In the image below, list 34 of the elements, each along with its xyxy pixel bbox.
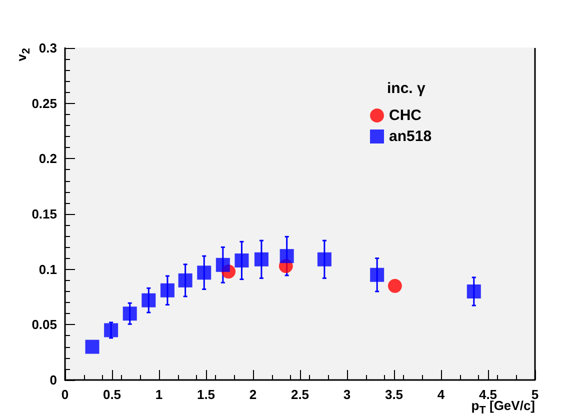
point <box>317 252 332 266</box>
x-tick-label: 1 <box>155 387 163 402</box>
point <box>178 273 192 288</box>
x-tick-label: 4 <box>437 387 446 402</box>
y-tick-label: 0.15 <box>32 206 57 222</box>
legend-label: CHC <box>389 107 422 124</box>
y-tick-label: 0 <box>50 372 57 388</box>
x-tick-label: 2 <box>249 387 257 402</box>
legend-title: inc. γ <box>387 80 426 97</box>
y-tick-label: 0.2 <box>38 151 57 166</box>
point <box>197 266 212 280</box>
point <box>388 278 402 293</box>
x-tick-label: 0 <box>61 387 69 402</box>
point <box>85 340 100 354</box>
point <box>234 253 249 268</box>
point <box>280 249 294 264</box>
point <box>122 306 137 321</box>
point <box>104 323 118 338</box>
y-tick-label: 0.3 <box>38 40 57 56</box>
point <box>466 284 481 298</box>
legend-label: an518 <box>389 128 432 145</box>
x-tick-label: 3.5 <box>384 387 404 402</box>
point <box>142 293 156 308</box>
point <box>216 258 230 272</box>
point <box>370 268 384 282</box>
x-tick-label: 3 <box>343 387 351 402</box>
point <box>160 283 174 298</box>
x-tick-label: 2.5 <box>290 387 310 402</box>
x-tick-label: 1.5 <box>196 387 216 402</box>
y-tick-label: 0.25 <box>32 96 57 111</box>
x-tick-label: 0.5 <box>102 387 122 402</box>
y-tick-label: 0.05 <box>32 317 57 332</box>
point <box>254 252 268 266</box>
y-tick-label: 0.1 <box>38 262 57 277</box>
